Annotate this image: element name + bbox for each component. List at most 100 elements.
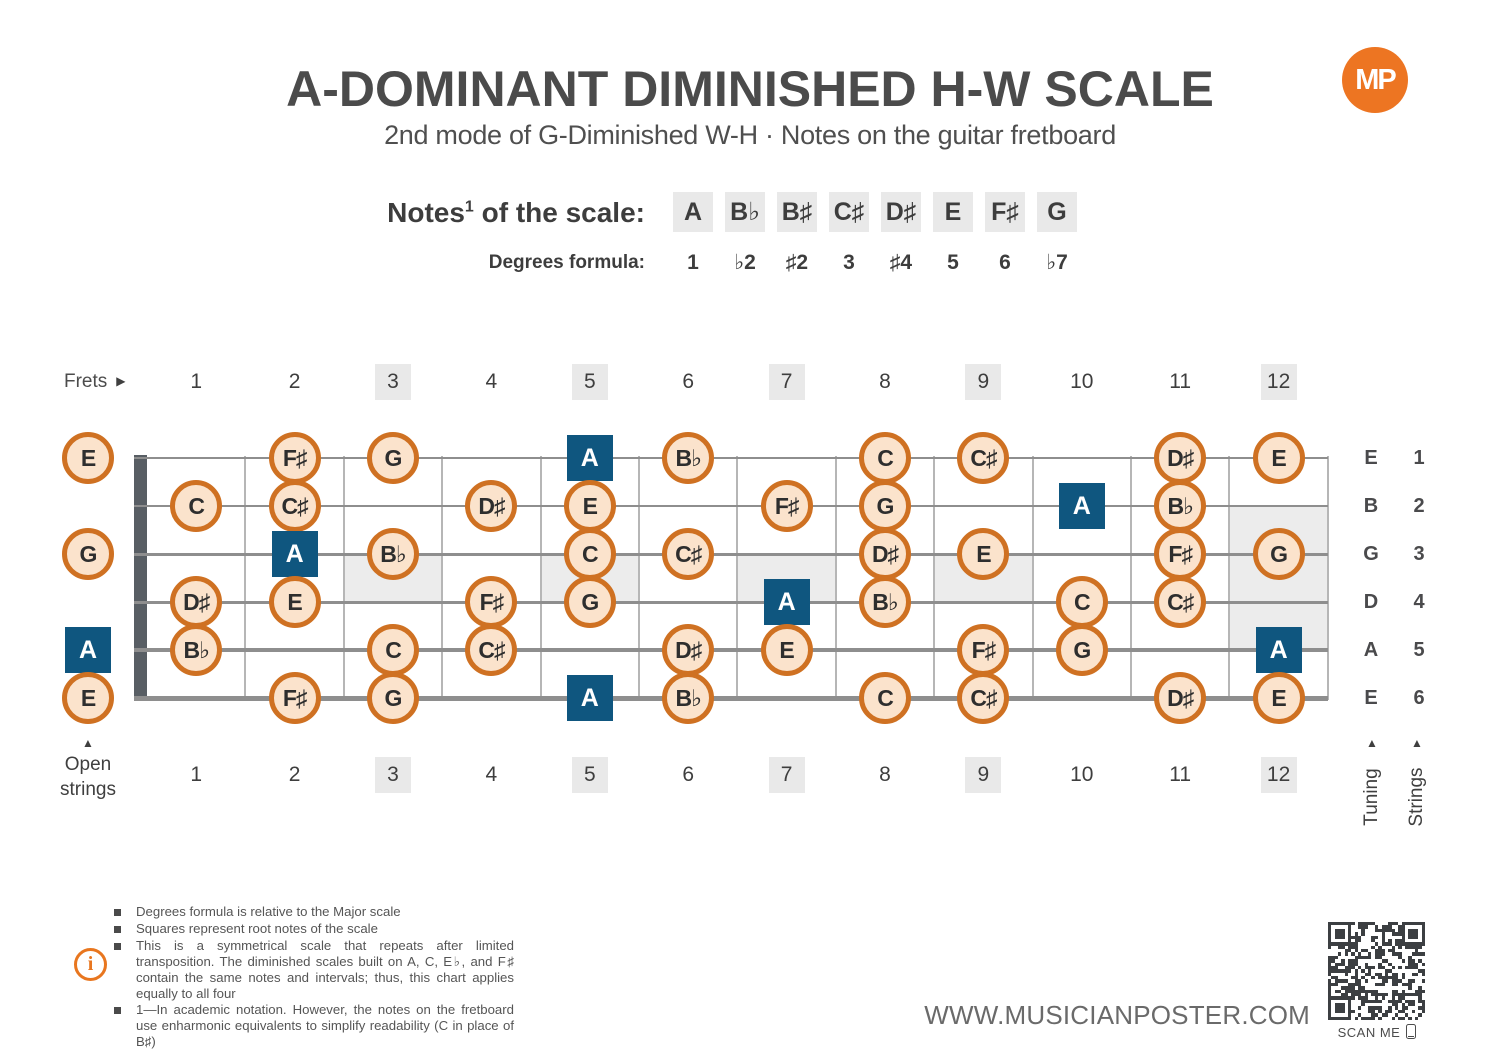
string-line — [134, 600, 1328, 604]
fret-wire — [1031, 456, 1034, 700]
fret-number: 8 — [879, 763, 891, 786]
fret-number: 3 — [375, 364, 411, 400]
note-marker: C♯ — [465, 624, 518, 676]
right-arrow-icon: ▶ — [116, 374, 126, 388]
note-marker: C — [367, 624, 419, 676]
fret-number: 7 — [768, 757, 805, 793]
scale-note: C♯ — [829, 192, 869, 232]
fret-number: 6 — [682, 763, 695, 786]
fret-wire — [539, 456, 542, 700]
degree-value: 1 — [687, 251, 699, 274]
fret-number: 6 — [682, 370, 695, 393]
note-marker: E — [760, 624, 813, 676]
info-icon: i — [74, 948, 107, 981]
footnote-superscript: 1 — [464, 198, 474, 216]
note-marker: E — [62, 672, 114, 724]
tuning-axis-label: Tuning — [1361, 768, 1382, 826]
qr-code — [1328, 922, 1425, 1020]
string-number: 1 — [1413, 447, 1425, 469]
note-marker: E — [1252, 672, 1305, 724]
note-marker: C — [859, 432, 911, 484]
note-marker: B♭ — [170, 624, 223, 676]
bullet-square-icon — [114, 909, 121, 916]
scale-note: A — [673, 192, 713, 232]
fret-wire — [933, 456, 936, 700]
note-marker: D♯ — [662, 624, 715, 676]
string-number: 2 — [1413, 495, 1425, 517]
degree-value: 6 — [999, 251, 1011, 274]
note-marker: D♯ — [1154, 672, 1207, 724]
up-arrow-icon: ▲ — [1366, 736, 1378, 750]
fret-wire — [244, 456, 247, 700]
note-marker: C♯ — [957, 672, 1010, 724]
note-marker: C — [563, 528, 616, 580]
footnote-item: Squares represent root notes of the scal… — [114, 921, 516, 937]
fret-number: 9 — [965, 757, 1002, 793]
fret-number: 2 — [288, 370, 301, 393]
note-marker: G — [1055, 624, 1108, 676]
note-marker: C — [170, 480, 223, 532]
degree-value: ♯2 — [785, 251, 809, 274]
fret-number: 1 — [190, 370, 203, 393]
fret-number: 4 — [485, 370, 498, 393]
note-marker: G — [62, 528, 114, 580]
bullet-square-icon — [114, 942, 121, 950]
note-marker: G — [367, 672, 419, 724]
open-strings-label: Open strings — [60, 754, 116, 800]
note-marker: F♯ — [957, 624, 1010, 676]
note-marker: G — [563, 576, 616, 628]
fret-number: 5 — [571, 757, 608, 793]
scale-note: G — [1037, 192, 1077, 232]
degrees-formula-label: Degrees formula: — [488, 252, 645, 273]
note-marker: B♭ — [1154, 480, 1207, 532]
note-marker: G — [859, 480, 911, 532]
note-marker: B♭ — [859, 576, 911, 628]
fret-wire — [834, 456, 837, 700]
tuning-letter: D — [1363, 591, 1379, 613]
fret-number: 12 — [1260, 364, 1297, 400]
fret-wire — [1130, 456, 1132, 700]
note-marker: D♯ — [859, 528, 911, 580]
root-note-marker: A — [65, 627, 111, 673]
tuning-letter: E — [1364, 687, 1378, 709]
note-marker: F♯ — [465, 576, 518, 628]
degree-value: ♭2 — [734, 251, 756, 274]
fret-number: 7 — [768, 364, 805, 400]
note-marker: D♯ — [1154, 432, 1207, 484]
fret-wire — [342, 456, 345, 700]
up-arrow-icon: ▲ — [1411, 736, 1423, 750]
note-marker: B♭ — [367, 528, 419, 580]
fret-wire — [1228, 456, 1231, 700]
website-url: WWW.MUSICIANPOSTER.COM — [924, 1000, 1310, 1030]
string-line — [134, 457, 1328, 459]
note-marker: C♯ — [1154, 576, 1207, 628]
fret-number: 8 — [879, 370, 891, 393]
root-note-marker: A — [271, 531, 318, 577]
root-note-marker: A — [763, 579, 810, 625]
string-line — [134, 505, 1328, 507]
note-marker: C♯ — [268, 480, 321, 532]
frets-axis-label: Frets ▶ — [64, 371, 126, 392]
root-note-marker: A — [566, 675, 613, 721]
degree-value: 5 — [947, 251, 959, 274]
note-marker: B♭ — [662, 672, 715, 724]
fret-number: 1 — [190, 763, 203, 786]
tuning-letter: E — [1364, 447, 1378, 469]
note-marker: C — [1055, 576, 1108, 628]
tuning-letter: A — [1363, 639, 1379, 661]
fret-wire — [638, 456, 640, 700]
logo-text: MP — [1355, 63, 1396, 96]
fret-wire — [1326, 456, 1329, 700]
fret-number: 10 — [1070, 370, 1094, 393]
note-marker: D♯ — [465, 480, 518, 532]
fret-number: 11 — [1169, 370, 1192, 393]
scale-note: F♯ — [985, 192, 1025, 232]
page-title: A-DOMINANT DIMINISHED H-W SCALE — [286, 61, 1214, 117]
note-marker: E — [563, 480, 616, 532]
fret-number: 10 — [1070, 763, 1094, 786]
note-marker: E — [268, 576, 321, 628]
note-marker: F♯ — [268, 672, 321, 724]
string-number: 5 — [1413, 639, 1425, 661]
scale-note: D♯ — [881, 192, 921, 232]
